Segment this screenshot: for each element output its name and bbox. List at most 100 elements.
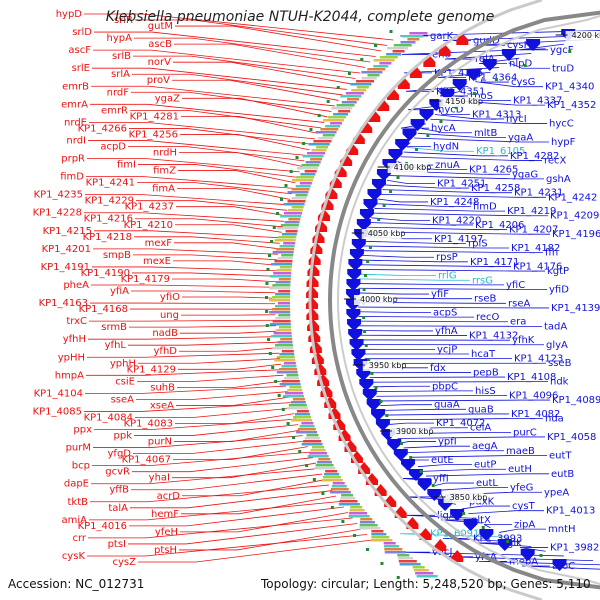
gene-label-minus: hypD	[56, 9, 83, 20]
cog-category-segment	[275, 317, 291, 320]
plus-strand-feature	[371, 179, 386, 184]
plus-strand-feature	[376, 169, 391, 174]
gene-label-plus: KP1_3993	[473, 533, 522, 544]
gene-label-minus: gutM	[148, 21, 173, 32]
minus-strand-feature	[306, 275, 319, 282]
gene-label-plus: KP1_4108	[507, 372, 556, 383]
minus-strand-feature	[451, 557, 464, 562]
scale-minor-tick	[374, 386, 378, 389]
label-connector	[406, 146, 474, 152]
label-connector	[92, 266, 277, 272]
cog-category-segment	[304, 170, 317, 173]
label-connector	[421, 468, 506, 472]
gene-label-plus: tadA	[544, 321, 567, 332]
label-connector	[85, 385, 286, 394]
minus-strand-feature	[384, 495, 397, 502]
feature-track-layer	[265, 0, 600, 600]
plus-strand-feature	[366, 399, 381, 404]
cog-category-segment	[275, 281, 291, 284]
label-connector	[133, 440, 306, 455]
gene-label-minus: prpR	[61, 154, 85, 165]
gene-label-plus: rpsP	[436, 252, 458, 263]
label-connector	[173, 446, 308, 461]
gene-label-plus: KP1_4340	[545, 82, 594, 93]
cog-category-segment	[341, 494, 354, 497]
minus-strand-feature	[312, 238, 325, 243]
cog-category-segment	[328, 116, 347, 119]
gene-label-plus: ypeA	[544, 487, 569, 498]
gene-label-minus: srlR	[114, 15, 133, 26]
scale-minor-tick	[341, 520, 345, 523]
label-connector	[405, 85, 469, 92]
cog-category-segment	[371, 533, 387, 536]
cog-category-segment	[409, 32, 428, 35]
label-connector	[414, 137, 549, 143]
gene-label-plus: pbpC	[432, 381, 458, 392]
gene-label-minus: emrA	[61, 99, 88, 110]
label-connector	[128, 146, 305, 162]
label-connector	[363, 245, 509, 249]
label-connector	[84, 402, 291, 412]
label-connector	[89, 319, 276, 322]
minus-strand-feature	[317, 381, 330, 386]
plus-strand-feature	[438, 504, 453, 511]
minus-strand-feature	[352, 139, 365, 144]
gene-label-plus: KP1_4209	[550, 211, 599, 222]
gene-label-plus: KP1_4082	[511, 409, 560, 420]
scale-minor-tick	[568, 50, 572, 53]
gene-label-minus: KP1_4191	[41, 262, 90, 273]
minus-strand-feature	[360, 128, 373, 133]
cog-category-segment	[345, 92, 364, 95]
cog-category-segment	[325, 125, 341, 128]
cog-category-segment	[397, 557, 413, 560]
cog-category-segment	[322, 476, 341, 479]
gene-label-plus: ygaG	[512, 169, 538, 180]
label-connector	[378, 198, 428, 203]
gene-label-plus: aegA	[472, 441, 498, 452]
label-connector	[417, 132, 506, 138]
scale-minor-tick	[265, 310, 269, 313]
plus-strand-feature	[382, 159, 397, 164]
gene-label-minus: ppk	[114, 431, 133, 442]
scale-minor-tick	[265, 296, 269, 299]
gene-label-minus: srlB	[112, 51, 131, 62]
plus-strand-feature	[351, 349, 366, 354]
scale-minor-tick	[274, 380, 278, 383]
rna-label: rrsG	[472, 275, 493, 286]
plus-strand-feature	[367, 189, 382, 194]
gene-label-plus: ygcF	[550, 45, 574, 56]
plus-strand-feature	[450, 514, 465, 521]
gene-label-minus: ppx	[73, 425, 92, 436]
cog-category-segment	[356, 86, 369, 89]
gene-label-minus: KP1_4083	[124, 418, 173, 429]
scale-label-bg	[362, 361, 403, 371]
label-connector	[372, 385, 430, 388]
cog-category-segment	[332, 482, 345, 485]
cog-category-segment	[416, 575, 438, 578]
cog-category-segment	[407, 38, 420, 41]
gene-label-plus: yfhK	[512, 335, 535, 346]
cog-category-segment	[350, 506, 363, 509]
gene-label-plus: yfiC	[506, 280, 525, 291]
cog-category-segment	[338, 110, 351, 113]
gene-label-minus: yfiO	[160, 292, 180, 303]
cog-category-segment	[288, 404, 307, 407]
plus-strand-feature	[348, 334, 363, 341]
cog-category-segment	[275, 293, 291, 296]
minus-strand-feature	[320, 392, 333, 397]
gene-label-plus: KP1_4207	[509, 225, 558, 236]
cog-category-segment	[309, 452, 328, 455]
scale-minor-tick	[419, 470, 423, 473]
cog-category-segment	[299, 425, 315, 428]
label-connector	[386, 179, 435, 184]
plus-strand-feature	[362, 394, 377, 401]
gene-label-plus: ypfI	[438, 437, 457, 448]
gene-label-plus: KP1_4337	[513, 96, 562, 107]
cog-category-segment	[350, 83, 372, 86]
gene-label-plus: acpS	[433, 308, 457, 319]
gene-label-plus: KP1_4089	[552, 395, 600, 406]
plus-strand-feature	[408, 469, 423, 474]
cog-category-segment	[274, 359, 296, 362]
cog-category-segment	[269, 311, 291, 314]
cog-category-segment	[311, 149, 327, 152]
